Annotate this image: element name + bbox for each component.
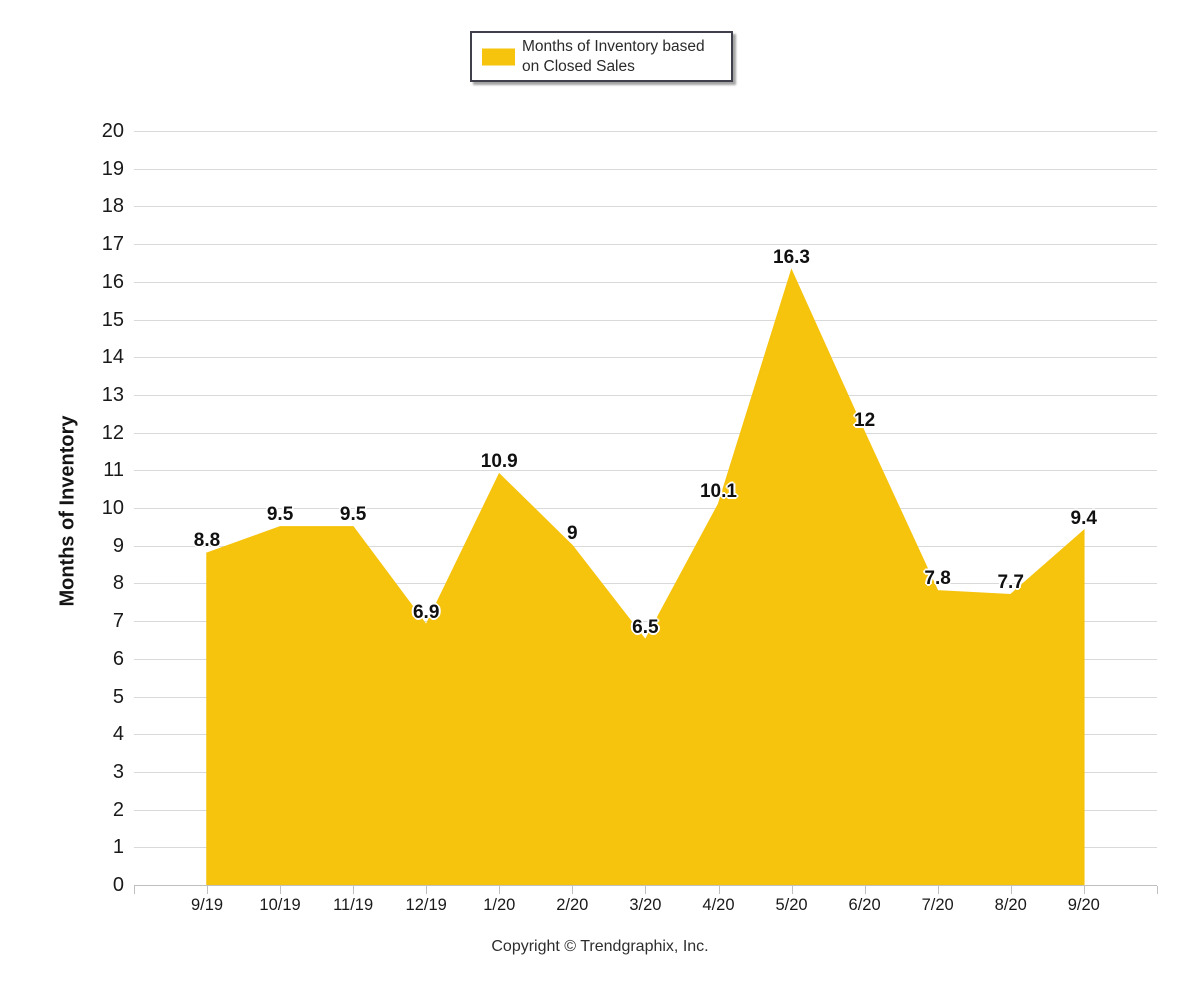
data-point-label: 12 xyxy=(854,409,876,431)
data-point-label: 9.4 xyxy=(1070,507,1097,529)
y-tick-label: 0 xyxy=(112,874,124,896)
x-tick-label: 1/20 xyxy=(483,896,516,914)
copyright-text: Copyright © Trendgraphix, Inc. xyxy=(491,938,709,955)
data-point-label: 6.5 xyxy=(632,616,659,638)
x-tick-label: 11/19 xyxy=(333,896,374,914)
y-tick-label: 11 xyxy=(103,459,124,482)
y-tick-label: 8 xyxy=(112,572,124,595)
data-point-label: 9 xyxy=(567,522,578,544)
y-tick-label: 4 xyxy=(112,723,124,746)
legend-label: Months of Inventory based on Closed Sale… xyxy=(522,37,705,77)
y-tick-label: 6 xyxy=(112,647,124,670)
y-tick-label: 5 xyxy=(112,685,124,708)
y-tick-label: 20 xyxy=(101,120,124,142)
data-point-label: 16.3 xyxy=(773,247,811,269)
legend-label-line2: on Closed Sales xyxy=(522,57,635,75)
inventory-area-series xyxy=(206,268,1085,886)
data-point-label: 10.9 xyxy=(480,451,518,473)
data-point-label: 10.1 xyxy=(699,481,737,503)
x-tick-label: 3/20 xyxy=(629,896,662,914)
y-tick-label: 16 xyxy=(101,270,124,293)
legend-area-swatch-icon xyxy=(482,48,515,65)
x-tick-label: 12/19 xyxy=(405,896,447,914)
x-tick-label: 2/20 xyxy=(556,896,589,914)
x-tick-label: 10/19 xyxy=(259,896,301,914)
legend: Months of Inventory based on Closed Sale… xyxy=(470,31,733,82)
legend-label-line1: Months of Inventory based xyxy=(522,37,705,55)
y-tick-label: 15 xyxy=(101,308,124,331)
x-tick-label: 8/20 xyxy=(994,896,1027,914)
x-tick-label: 9/19 xyxy=(190,896,224,914)
y-tick-label: 9 xyxy=(112,534,124,557)
y-tick-label: 17 xyxy=(101,233,124,256)
y-tick-label: 14 xyxy=(101,346,124,369)
data-point-label: 8.8 xyxy=(193,530,221,552)
data-point-label: 7.7 xyxy=(997,571,1024,593)
y-tick-label: 1 xyxy=(112,836,124,859)
y-tick-label: 12 xyxy=(101,421,124,444)
y-tick-label: 19 xyxy=(101,157,124,180)
y-tick-label: 7 xyxy=(112,610,124,633)
y-tick-label: 13 xyxy=(101,383,124,406)
data-point-label: 6.9 xyxy=(412,601,440,623)
x-tick-label: 6/20 xyxy=(848,896,881,914)
y-tick-label: 3 xyxy=(112,760,124,783)
y-tick-label: 2 xyxy=(112,798,124,821)
x-tick-label: 7/20 xyxy=(921,896,954,914)
x-tick-label: 5/20 xyxy=(775,896,808,914)
data-point-label: 9.5 xyxy=(266,503,294,525)
y-tick-label: 18 xyxy=(101,195,124,218)
y-tick-label: 10 xyxy=(101,497,124,519)
x-tick-label: 9/20 xyxy=(1067,896,1100,914)
data-point-label: 7.8 xyxy=(924,567,951,589)
x-tick-label: 4/20 xyxy=(702,896,735,914)
data-point-label: 9.5 xyxy=(339,503,367,525)
